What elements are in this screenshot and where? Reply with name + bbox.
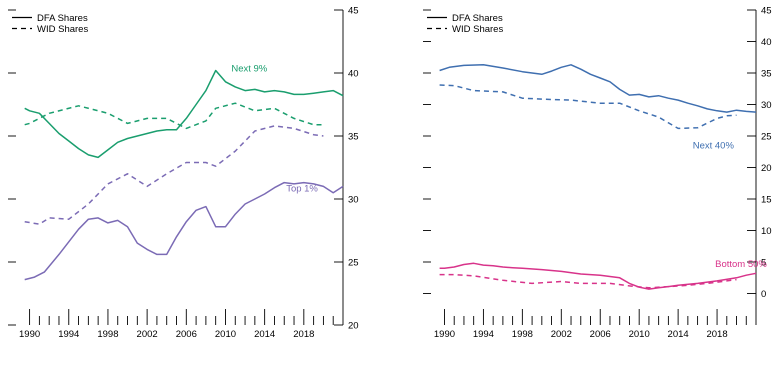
series-label: Next 40% xyxy=(693,141,735,152)
series-line xyxy=(439,262,757,290)
y-tick-label: 15 xyxy=(761,195,772,206)
x-tick-label: 2010 xyxy=(215,329,236,340)
y-tick-label: 35 xyxy=(761,69,772,80)
x-tick-label: 2010 xyxy=(629,329,650,340)
y-tick-label: 0 xyxy=(761,289,766,300)
legend-label: DFA Shares xyxy=(37,13,88,24)
series-line xyxy=(24,181,344,281)
legend-label: WID Shares xyxy=(37,24,88,35)
x-tick-label: 1994 xyxy=(473,329,494,340)
x-tick-label: 1990 xyxy=(434,329,455,340)
x-tick-label: 2014 xyxy=(668,329,689,340)
series-line xyxy=(24,102,324,130)
series-label: Next 9% xyxy=(231,64,267,75)
y-tick-label: 45 xyxy=(348,6,359,17)
y-tick-label: 30 xyxy=(761,100,772,111)
chart-top-shares: 20 25 30 35 40 45 1990 1994 1998 2002 2006 2010 2014… xyxy=(8,6,359,340)
y-tick-label: 20 xyxy=(761,163,772,174)
x-tick-label: 2006 xyxy=(176,329,197,340)
y-tick-label: 20 xyxy=(348,321,359,332)
legend-label: DFA Shares xyxy=(452,13,503,24)
y-tick-label: 10 xyxy=(761,226,772,237)
y-tick-label: 40 xyxy=(761,37,772,48)
x-tick-label: 1990 xyxy=(19,329,40,340)
x-tick-label: 2018 xyxy=(706,329,727,340)
y-tick-label: 25 xyxy=(348,258,359,269)
x-tick-label: 2002 xyxy=(137,329,158,340)
chart-bottom-shares: 0 5 10 15 20 25 30 35 40 45 1990 1994 1998 2002 2006 20… xyxy=(423,6,772,340)
series-line xyxy=(439,64,757,113)
series-line xyxy=(439,273,737,289)
x-tick-label: 2018 xyxy=(293,329,314,340)
x-tick-label: 1998 xyxy=(512,329,533,340)
y-tick-label: 30 xyxy=(348,195,359,206)
y-tick-label: 40 xyxy=(348,69,359,80)
series-line xyxy=(24,69,344,159)
series-label: Bottom 50% xyxy=(715,259,767,270)
x-tick-label: 2014 xyxy=(254,329,275,340)
series-line xyxy=(439,84,737,130)
y-tick-label: 45 xyxy=(761,6,772,17)
x-tick-label: 1994 xyxy=(58,329,79,340)
x-tick-label: 2006 xyxy=(590,329,611,340)
y-tick-label: 25 xyxy=(761,132,772,143)
y-tick-label: 35 xyxy=(348,132,359,143)
y-tick-label: 5 xyxy=(761,258,766,269)
x-tick-label: 1998 xyxy=(97,329,118,340)
series-label: Top 1% xyxy=(286,183,318,194)
x-tick-label: 2002 xyxy=(551,329,572,340)
legend-label: WID Shares xyxy=(452,24,503,35)
